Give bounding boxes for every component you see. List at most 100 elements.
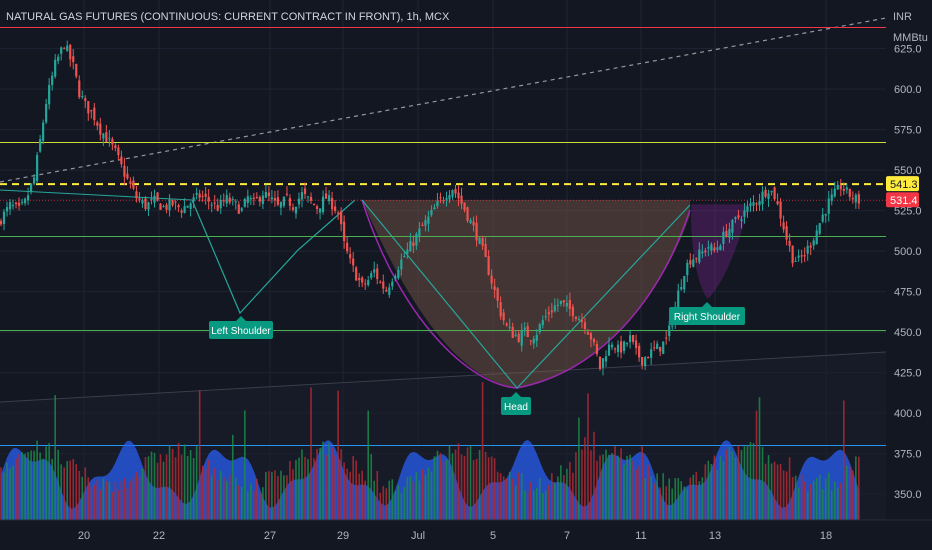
candle-body[interactable] [57,56,60,62]
candle-body[interactable] [213,202,216,204]
candle-body[interactable] [854,194,857,203]
candle-body[interactable] [243,199,246,207]
candle-body[interactable] [111,138,114,145]
candle-body[interactable] [261,195,264,204]
candle-body[interactable] [433,207,436,210]
candle-body[interactable] [668,325,671,337]
candle-body[interactable] [198,193,201,198]
candle-body[interactable] [105,132,108,142]
candle-body[interactable] [427,216,430,224]
candle-body[interactable] [264,191,267,198]
candle-body[interactable] [36,154,39,182]
candle-body[interactable] [135,191,138,199]
candle-body[interactable] [81,96,84,98]
candle-body[interactable] [334,206,337,212]
candle-body[interactable] [764,189,767,197]
candle-body[interactable] [499,302,502,317]
candle-body[interactable] [773,187,776,200]
candle-body[interactable] [710,244,713,251]
candle-body[interactable] [216,204,219,211]
candle-body[interactable] [514,334,517,336]
candle-body[interactable] [300,192,304,200]
candle-body[interactable] [517,333,520,342]
candle-body[interactable] [836,184,839,190]
candle-body[interactable] [358,278,361,281]
candle-body[interactable] [752,202,755,206]
candle-body[interactable] [388,287,391,295]
candle-body[interactable] [23,198,27,204]
candle-body[interactable] [493,286,496,291]
candle-body[interactable] [776,201,779,205]
candle-body[interactable] [186,205,189,208]
candle-body[interactable] [595,344,599,355]
candle-body[interactable] [273,198,277,201]
candle-body[interactable] [737,215,740,218]
candle-body[interactable] [114,145,117,148]
candle-body[interactable] [698,249,701,263]
candle-body[interactable] [511,326,514,338]
candle-body[interactable] [306,196,310,198]
candle-body[interactable] [472,221,475,226]
candle-body[interactable] [830,194,833,202]
candle-body[interactable] [665,337,668,339]
candle-body[interactable] [559,300,562,304]
candle-body[interactable] [382,281,385,289]
candle-body[interactable] [632,334,635,342]
candle-body[interactable] [11,205,15,207]
candle-body[interactable] [183,206,186,213]
candle-body[interactable] [839,184,842,190]
candle-body[interactable] [659,346,662,352]
candle-body[interactable] [457,192,460,199]
candle-body[interactable] [656,343,659,350]
candle-body[interactable] [367,280,370,285]
candle-body[interactable] [758,200,761,206]
candle-body[interactable] [45,103,48,123]
candle-body[interactable] [84,98,87,101]
candle-body[interactable] [628,335,632,343]
candle-body[interactable] [60,47,63,54]
candle-body[interactable] [607,344,611,356]
candle-body[interactable] [689,260,692,265]
candle-body[interactable] [502,312,505,321]
candle-body[interactable] [30,183,33,193]
candle-body[interactable] [337,212,340,214]
candle-body[interactable] [222,200,225,202]
candle-body[interactable] [315,206,319,210]
candle-body[interactable] [851,197,854,200]
candle-body[interactable] [8,202,12,210]
candle-body[interactable] [523,327,526,330]
candle-body[interactable] [48,85,51,105]
candle-body[interactable] [761,191,764,205]
candle-body[interactable] [177,205,180,208]
candle-body[interactable] [767,193,770,200]
candle-body[interactable] [150,198,153,200]
candle-body[interactable] [279,202,283,208]
candle-body[interactable] [171,200,174,206]
candle-body[interactable] [240,208,243,211]
candle-body[interactable] [487,256,490,275]
candle-body[interactable] [701,251,704,254]
candle-body[interactable] [562,300,565,303]
candle-body[interactable] [625,343,629,345]
candle-body[interactable] [725,230,728,237]
candle-body[interactable] [800,255,803,257]
candle-body[interactable] [129,181,132,185]
candle-body[interactable] [165,204,168,210]
candle-body[interactable] [90,109,93,112]
candle-body[interactable] [379,281,382,283]
candle-body[interactable] [138,198,141,200]
candle-body[interactable] [370,273,373,278]
candle-body[interactable] [791,245,794,264]
candle-body[interactable] [481,238,484,246]
candle-body[interactable] [26,195,30,201]
candle-body[interactable] [385,289,388,292]
candle-body[interactable] [421,224,424,226]
candle-body[interactable] [445,197,448,200]
candle-body[interactable] [812,240,815,246]
candle-body[interactable] [324,193,328,199]
candle-body[interactable] [102,133,105,139]
candle-body[interactable] [412,242,415,246]
candle-body[interactable] [647,357,650,359]
candle-body[interactable] [520,330,523,346]
candle-body[interactable] [677,290,680,309]
